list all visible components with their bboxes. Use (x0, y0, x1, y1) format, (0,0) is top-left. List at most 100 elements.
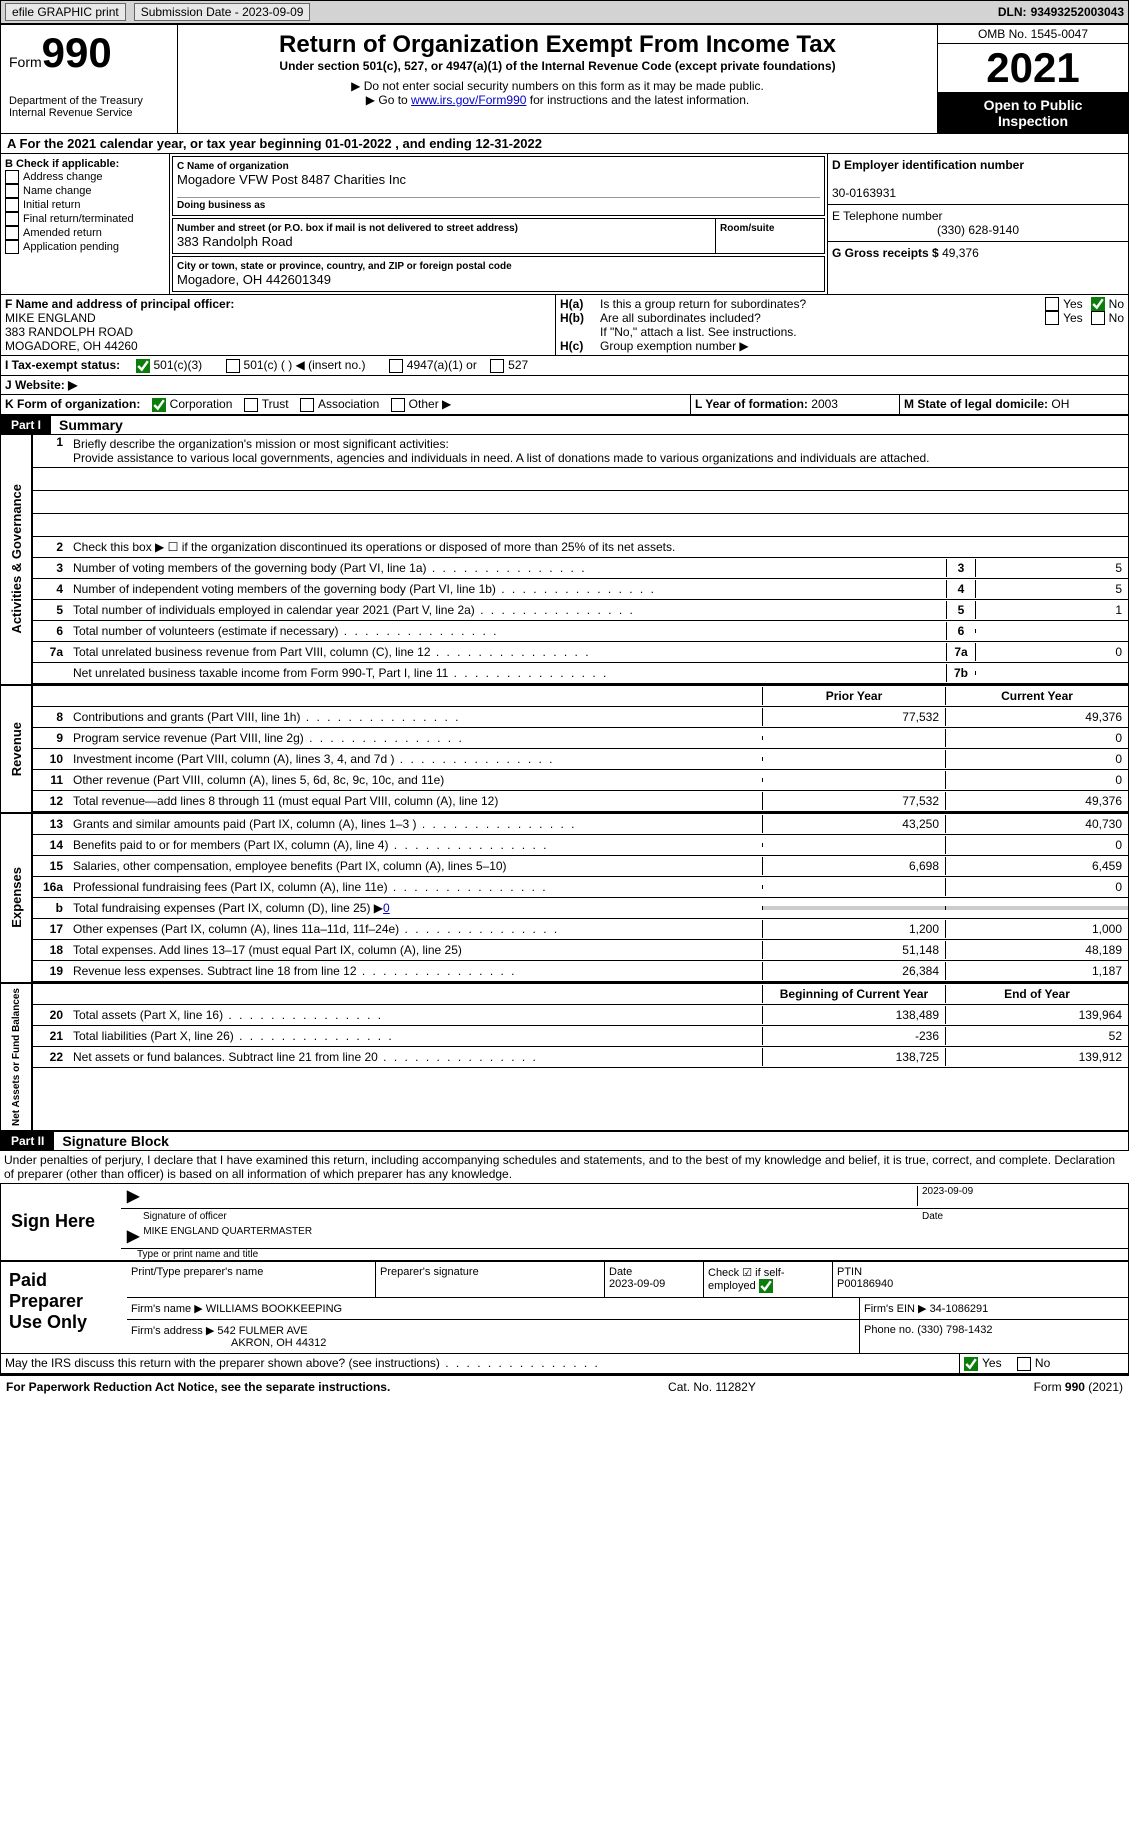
f-name: MIKE ENGLAND (5, 311, 96, 325)
l11-cy: 0 (945, 771, 1128, 789)
l7a-box: 7a (946, 643, 975, 661)
i-527: 527 (508, 358, 528, 372)
paid-h4: Check ☑ if self-employed (708, 1267, 785, 1292)
opt-name: Name change (23, 185, 92, 197)
cb-discuss-yes[interactable] (964, 1357, 978, 1371)
c-room-label: Room/suite (720, 223, 820, 234)
l6-label: Total number of volunteers (estimate if … (69, 622, 946, 640)
footer-right: Form (1034, 1380, 1065, 1394)
opt-amended: Amended return (23, 227, 102, 239)
l6-val (975, 629, 1128, 633)
l15-num: 15 (33, 859, 69, 873)
cb-discuss-no[interactable] (1017, 1357, 1031, 1371)
l8-cy: 49,376 (945, 708, 1128, 726)
part-1-badge: Part I (1, 416, 51, 434)
e-label: E Telephone number (832, 209, 943, 223)
cb-hb-yes[interactable] (1045, 311, 1059, 325)
cb-name-change[interactable] (5, 184, 19, 198)
form-title: Return of Organization Exempt From Incom… (184, 31, 931, 59)
discuss-label: May the IRS discuss this return with the… (5, 1356, 600, 1370)
hb-yes: Yes (1063, 311, 1083, 325)
sig-name-label: Type or print name and title (121, 1249, 1128, 1260)
line-a: A For the 2021 calendar year, or tax yea… (0, 134, 1129, 154)
l15-cy: 6,459 (945, 857, 1128, 875)
cb-other[interactable] (391, 398, 405, 412)
form-subtitle-2: ▶ Do not enter social security numbers o… (184, 79, 931, 93)
cb-initial[interactable] (5, 198, 19, 212)
l10-num: 10 (33, 752, 69, 766)
cb-address-change[interactable] (5, 170, 19, 184)
cb-final[interactable] (5, 212, 19, 226)
l13-py: 43,250 (762, 815, 945, 833)
cb-corp[interactable] (152, 398, 166, 412)
expenses-section: Expenses 13Grants and similar amounts pa… (0, 812, 1129, 982)
discuss-row: May the IRS discuss this return with the… (0, 1354, 1129, 1374)
l7b-label: Net unrelated business taxable income fr… (69, 664, 946, 682)
c-street: 383 Randolph Road (177, 234, 711, 249)
f-label: F Name and address of principal officer: (5, 297, 234, 311)
discuss-yes: Yes (982, 1356, 1002, 1370)
part-2-badge: Part II (1, 1132, 54, 1150)
tab-net-assets: Net Assets or Fund Balances (9, 984, 24, 1130)
i-4947: 4947(a)(1) or (407, 358, 477, 372)
firm-ein: 34-1086291 (930, 1303, 989, 1315)
g-val: 49,376 (942, 246, 979, 260)
l18-label: Total expenses. Add lines 13–17 (must eq… (69, 941, 762, 959)
l16b-label: Total fundraising expenses (Part IX, col… (73, 901, 383, 915)
form-word: Form (9, 54, 42, 70)
activities-governance: Activities & Governance 1Briefly describ… (0, 435, 1129, 684)
l14-py (762, 843, 945, 847)
l1-num: 1 (33, 435, 69, 449)
l16a-label: Professional fundraising fees (Part IX, … (69, 878, 762, 896)
cb-ha-no[interactable] (1091, 297, 1105, 311)
cb-self-employed[interactable] (759, 1279, 773, 1293)
penalty-statement: Under penalties of perjury, I declare th… (0, 1151, 1129, 1184)
l4-label: Number of independent voting members of … (69, 580, 946, 598)
l18-py: 51,148 (762, 941, 945, 959)
firm-addr2: AKRON, OH 44312 (131, 1337, 326, 1349)
hb-note: If "No," attach a list. See instructions… (560, 325, 1124, 339)
l20-cy: 139,964 (945, 1006, 1128, 1024)
dln-label: DLN: (998, 5, 1027, 19)
cb-527[interactable] (490, 359, 504, 373)
l13-cy: 40,730 (945, 815, 1128, 833)
l4-box: 4 (946, 580, 975, 598)
l7a-val: 0 (975, 643, 1128, 661)
irs-link[interactable]: www.irs.gov/Form990 (411, 93, 526, 107)
omb-number: OMB No. 1545-0047 (938, 25, 1128, 44)
discuss-no: No (1035, 1356, 1050, 1370)
e-phone: (330) 628-9140 (832, 223, 1124, 237)
cb-trust[interactable] (244, 398, 258, 412)
cb-hb-no[interactable] (1091, 311, 1105, 325)
l18-cy: 48,189 (945, 941, 1128, 959)
l-label: L Year of formation: (695, 397, 808, 411)
cb-assoc[interactable] (300, 398, 314, 412)
l14-label: Benefits paid to or for members (Part IX… (69, 836, 762, 854)
l12-num: 12 (33, 794, 69, 808)
addr-label: Firm's address ▶ (131, 1325, 214, 1337)
firm-label: Firm's name ▶ (131, 1303, 203, 1315)
cb-ha-yes[interactable] (1045, 297, 1059, 311)
l20-py: 138,489 (762, 1006, 945, 1024)
i-label: I Tax-exempt status: (5, 358, 120, 372)
section-fh: F Name and address of principal officer:… (0, 295, 1129, 356)
l12-cy: 49,376 (945, 792, 1128, 810)
line-a-mid: , and ending (392, 136, 476, 151)
l12-label: Total revenue—add lines 8 through 11 (mu… (69, 792, 762, 810)
sig-name: MIKE ENGLAND QUARTERMASTER (143, 1226, 312, 1246)
cb-501c[interactable] (226, 359, 240, 373)
form-number: 990 (42, 29, 112, 76)
cb-501c3[interactable] (136, 359, 150, 373)
l11-num: 11 (33, 773, 69, 787)
cb-4947[interactable] (389, 359, 403, 373)
paid-h1: Print/Type preparer's name (127, 1262, 376, 1297)
l5-box: 5 (946, 601, 975, 619)
efile-print-button[interactable]: efile GRAPHIC print (5, 3, 126, 21)
l16a-num: 16a (33, 880, 69, 894)
cb-pending[interactable] (5, 240, 19, 254)
cb-amended[interactable] (5, 226, 19, 240)
l2-num: 2 (33, 540, 69, 554)
l16a-cy: 0 (945, 878, 1128, 896)
l19-cy: 1,187 (945, 962, 1128, 980)
tab-activities: Activities & Governance (7, 480, 26, 638)
